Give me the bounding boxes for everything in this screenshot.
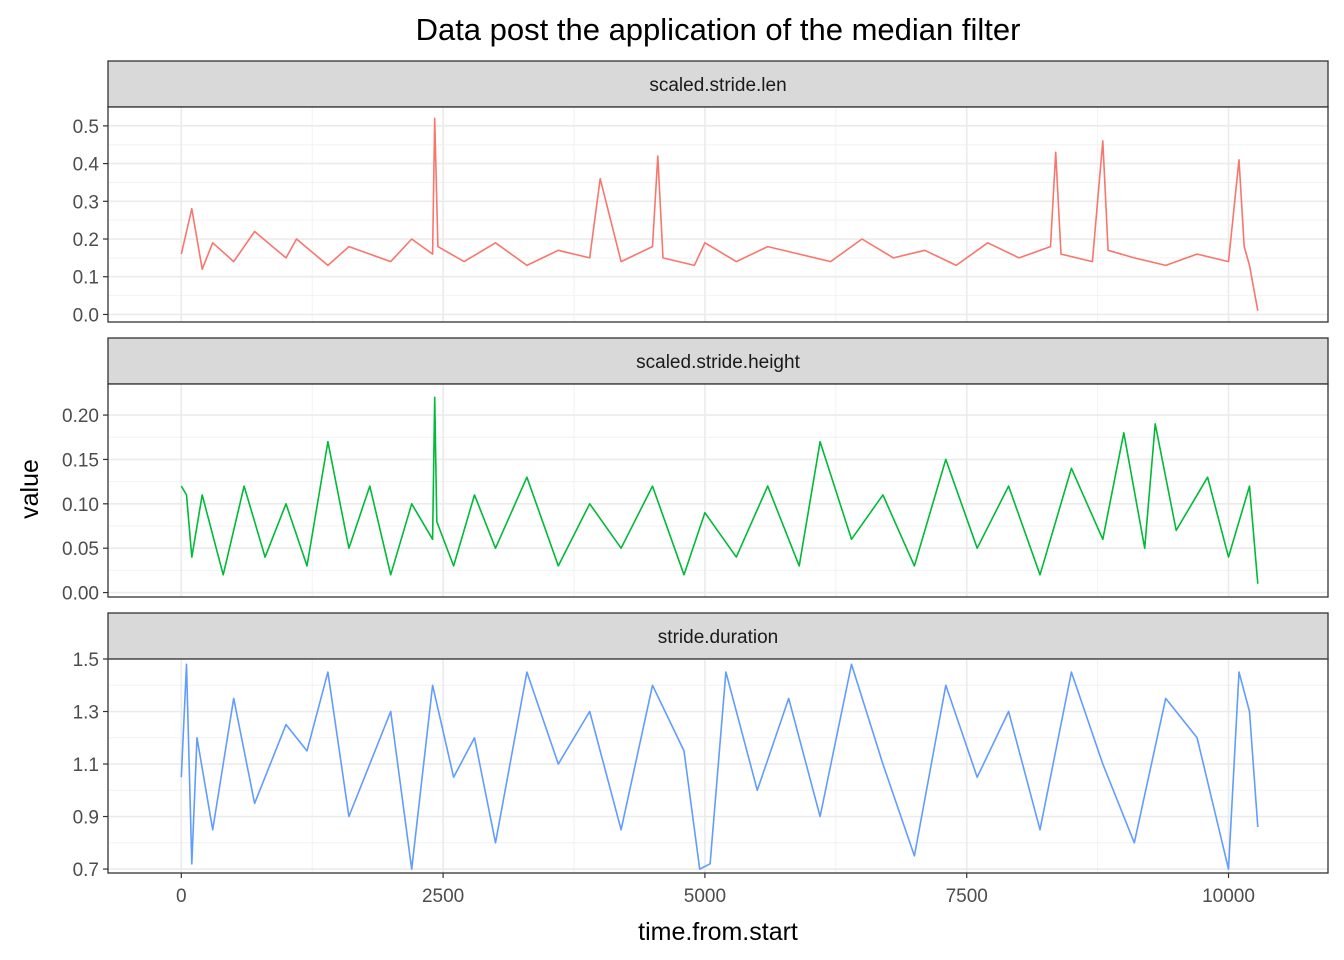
facet-strip <box>107 60 1329 108</box>
panel-background <box>108 107 1328 322</box>
y-tick-label: 0.00 <box>62 584 99 605</box>
chart-title: Data post the application of the median … <box>416 12 1021 47</box>
x-tick-label: 7500 <box>946 886 988 907</box>
y-tick-label: 0.9 <box>73 808 99 829</box>
facet-strip-label: scaled.stride.height <box>636 352 800 373</box>
facet-strip <box>107 612 1329 660</box>
panel-border <box>107 383 1329 598</box>
y-tick-label: 0.7 <box>73 860 99 881</box>
panel-background <box>108 384 1328 597</box>
y-tick-label: 0.10 <box>62 495 99 516</box>
series-line <box>180 396 1259 584</box>
panel-border <box>107 658 1329 874</box>
y-tick-label: 1.3 <box>73 703 99 724</box>
facet-strip-label: scaled.stride.len <box>649 75 786 96</box>
y-tick-label: 1.1 <box>73 755 99 776</box>
x-tick-label: 10000 <box>1202 886 1255 907</box>
y-tick-label: 0.2 <box>73 230 99 251</box>
series-line <box>180 117 1259 311</box>
y-tick-label: 0.3 <box>73 192 99 213</box>
facet-panels: scaled.stride.len0.00.10.20.30.40.5scale… <box>62 60 1329 881</box>
y-tick-label: 0.20 <box>62 406 99 427</box>
facet-strip-label: stride.duration <box>658 627 778 648</box>
x-axis-title: time.from.start <box>638 918 798 946</box>
y-tick-label: 1.5 <box>73 650 99 671</box>
panel-border <box>107 106 1329 323</box>
y-tick-label: 0.1 <box>73 268 99 289</box>
x-tick-label: 5000 <box>684 886 726 907</box>
y-tick-label: 0.15 <box>62 450 99 471</box>
y-tick-label: 0.4 <box>73 155 100 176</box>
series-line <box>180 663 1259 870</box>
facet-panel: scaled.stride.len 0.0 0.1 0.2 0.3 0.4 0.5 <box>73 60 1329 326</box>
facet-panel: scaled.stride.height 0.00 0.05 0.10 0.15 0.20 <box>62 337 1329 605</box>
facet-panel: stride.duration 0.7 0.9 1.1 1.3 1.5 <box>73 612 1329 881</box>
y-tick-label: 0.5 <box>73 117 99 138</box>
x-axis: 0 2500 5000 7500 10000 <box>176 873 1255 907</box>
y-axis-title: value <box>16 459 44 519</box>
y-tick-label: 0.05 <box>62 539 99 560</box>
x-tick-label: 2500 <box>422 886 464 907</box>
y-tick-label: 0.0 <box>73 305 99 326</box>
x-tick-label: 0 <box>176 886 187 907</box>
facet-strip <box>107 337 1329 385</box>
